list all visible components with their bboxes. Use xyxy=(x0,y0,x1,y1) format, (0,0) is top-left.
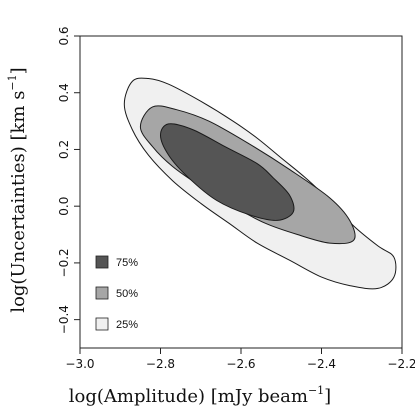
x-tick-label: −2.6 xyxy=(226,357,255,371)
legend-swatch xyxy=(95,317,109,331)
x-tick-label: −2.4 xyxy=(307,357,336,371)
x-tick-label: −2.2 xyxy=(387,357,415,371)
y-tick-label: 0.2 xyxy=(57,140,71,159)
legend-swatch xyxy=(95,255,109,269)
legend-label: 75% xyxy=(116,257,138,269)
legend: 75% 50% 25% xyxy=(95,255,138,331)
y-tick-label: −0.2 xyxy=(57,248,71,277)
y-tick-label: −0.4 xyxy=(57,305,71,334)
x-tick-label: −3.0 xyxy=(65,357,94,371)
x-tick-label: −2.8 xyxy=(146,357,175,371)
y-tick-label: 0.0 xyxy=(57,197,71,216)
y-tick-label: 0.4 xyxy=(57,83,71,102)
contour-75pct xyxy=(159,123,295,221)
legend-label: 25% xyxy=(116,319,138,331)
x-axis-label: log(Amplitude) [mJy beam−1] xyxy=(69,384,331,407)
legend-label: 50% xyxy=(116,288,138,300)
contour-layers xyxy=(123,77,397,290)
x-axis-ticks: −3.0 −2.8 −2.6 −2.4 −2.2 xyxy=(65,348,415,371)
legend-swatch xyxy=(95,286,109,300)
y-tick-label: 0.6 xyxy=(57,26,71,45)
y-axis-label: log(Uncertainties) [km s−1] xyxy=(6,67,29,312)
y-axis-ticks: −0.4 −0.2 0.0 0.2 0.4 0.6 xyxy=(57,26,80,334)
